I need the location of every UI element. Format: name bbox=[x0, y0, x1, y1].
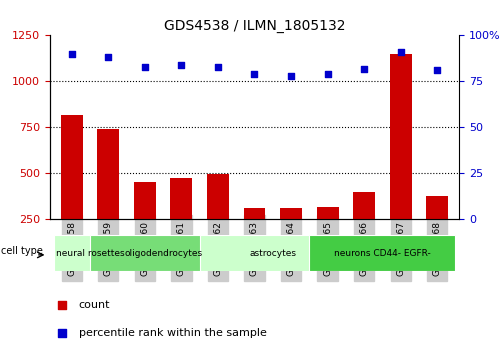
Bar bbox=[244, 207, 265, 266]
Bar bbox=[426, 195, 448, 266]
Point bbox=[323, 71, 331, 77]
Text: neurons CD44- EGFR-: neurons CD44- EGFR- bbox=[334, 249, 431, 258]
Point bbox=[214, 64, 222, 69]
Bar bbox=[353, 192, 375, 266]
Point bbox=[68, 51, 76, 57]
Bar bbox=[134, 182, 156, 266]
Point bbox=[58, 302, 66, 307]
Title: GDS4538 / ILMN_1805132: GDS4538 / ILMN_1805132 bbox=[164, 19, 345, 33]
Text: oligodendrocytes: oligodendrocytes bbox=[124, 249, 202, 258]
Bar bbox=[309, 235, 456, 271]
Bar bbox=[171, 178, 193, 266]
Point bbox=[178, 62, 186, 68]
Point bbox=[287, 73, 295, 79]
Text: percentile rank within the sample: percentile rank within the sample bbox=[78, 327, 266, 338]
Bar bbox=[61, 115, 83, 266]
Point bbox=[397, 49, 405, 55]
Bar bbox=[390, 54, 412, 266]
Text: neural rosettes: neural rosettes bbox=[56, 249, 124, 258]
Bar bbox=[207, 175, 229, 266]
Text: astrocytes: astrocytes bbox=[250, 249, 296, 258]
Point bbox=[141, 64, 149, 69]
Point bbox=[250, 71, 258, 77]
Text: cell type: cell type bbox=[1, 246, 43, 256]
Bar bbox=[97, 129, 119, 266]
Point bbox=[104, 55, 112, 60]
Bar bbox=[200, 235, 346, 271]
Point bbox=[433, 68, 441, 73]
Bar bbox=[316, 207, 338, 266]
Bar bbox=[280, 207, 302, 266]
Point bbox=[58, 330, 66, 336]
Text: count: count bbox=[78, 299, 110, 310]
Point bbox=[360, 66, 368, 72]
Bar bbox=[53, 235, 127, 271]
Bar bbox=[90, 235, 236, 271]
